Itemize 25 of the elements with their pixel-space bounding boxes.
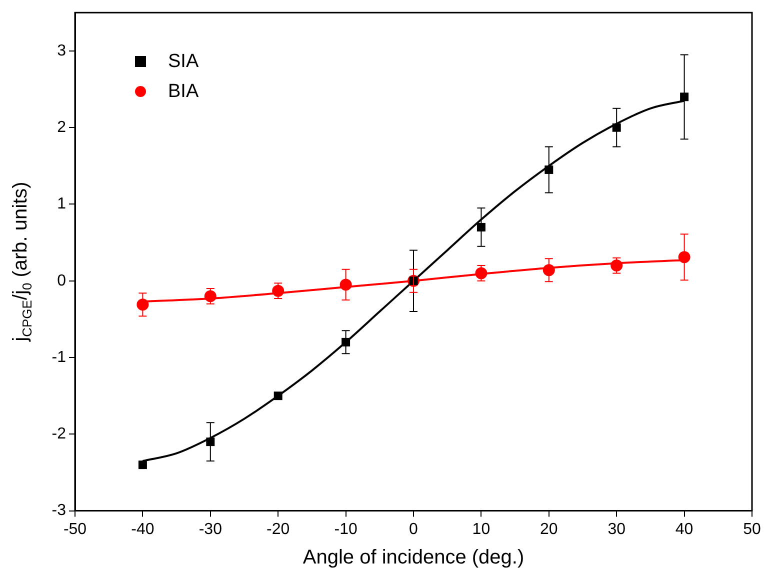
y-tick-label: 3: [57, 42, 66, 60]
y-tick-label: -3: [52, 502, 66, 520]
x-tick-label: -50: [63, 520, 87, 538]
legend-label: SIA: [168, 50, 199, 73]
x-tick-label: 40: [675, 520, 694, 538]
x-tick-label: -10: [334, 520, 358, 538]
y-tick-label: -2: [52, 426, 66, 443]
y-tick-label: 2: [57, 118, 66, 136]
x-tick-label: 10: [472, 520, 490, 538]
x-tick-label: -20: [266, 520, 290, 538]
y-tick-label: 0: [57, 272, 66, 290]
x-tick-label: 50: [743, 520, 761, 538]
y-tick-label: -1: [52, 348, 66, 366]
point: [274, 392, 282, 400]
x-tick-label: 0: [409, 520, 418, 538]
legend-label: BIA: [168, 80, 199, 103]
y-tick-label: 1: [57, 196, 66, 213]
x-tick-label: 30: [608, 520, 626, 538]
x-axis-title: Angle of incidence (deg.): [302, 546, 524, 569]
point: [138, 460, 147, 470]
point: [136, 298, 149, 311]
point: [610, 260, 623, 272]
x-tick-label: -30: [198, 520, 222, 538]
x-tick-label: -40: [131, 520, 154, 538]
x-tick-label: 20: [540, 520, 558, 538]
